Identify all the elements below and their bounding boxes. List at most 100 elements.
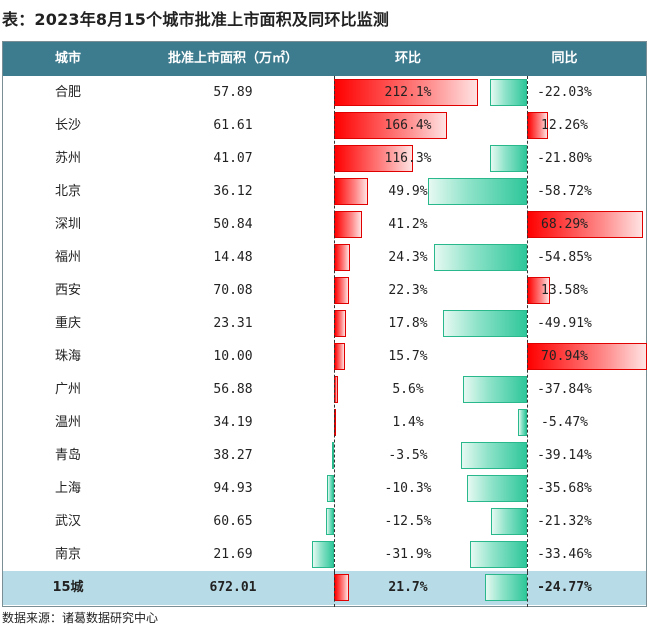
area-cell-value: 61.61 xyxy=(213,118,253,133)
header-city: 城市 xyxy=(54,51,81,66)
city-cell: 青岛 xyxy=(3,439,133,472)
yoy-cell: -21.80% xyxy=(483,142,646,175)
area-cell: 21.69 xyxy=(133,538,333,571)
yoy-cell: 13.58% xyxy=(483,274,646,307)
mom-cell: 15.7% xyxy=(333,340,483,373)
mom-cell-value: 212.1% xyxy=(384,85,432,100)
city-cell-value: 南京 xyxy=(54,547,81,562)
mom-cell: -3.5% xyxy=(333,439,483,472)
mom-cell: -31.9% xyxy=(333,538,483,571)
area-cell: 38.27 xyxy=(133,439,333,472)
yoy-bar xyxy=(470,541,527,568)
city-cell-value: 广州 xyxy=(54,382,81,397)
yoy-zero-axis-total xyxy=(527,572,528,607)
city-cell: 西安 xyxy=(3,274,133,307)
table-row: 苏州 41.07 116.3% -21.80% xyxy=(3,142,646,175)
header-area: 批准上市面积（万㎡） xyxy=(167,51,298,66)
mom-zero-axis xyxy=(334,76,335,572)
mom-bar xyxy=(327,475,334,502)
city-cell-value: 北京 xyxy=(54,184,81,199)
city-cell-value: 武汉 xyxy=(54,514,81,529)
table-row: 珠海 10.00 15.7% 70.94% xyxy=(3,340,647,373)
area-cell: 50.84 xyxy=(133,208,333,241)
area-cell-value: 34.19 xyxy=(213,415,253,430)
table-row: 广州 56.88 5.6% -37.84% xyxy=(3,373,646,406)
area-cell: 36.12 xyxy=(133,175,333,208)
total-row: 15城 672.01 21.7% -24.77% xyxy=(3,571,646,605)
area-cell-value: 60.65 xyxy=(213,514,253,529)
city-cell: 珠海 xyxy=(3,340,133,373)
area-cell: 672.01 xyxy=(133,571,333,604)
city-cell-value: 合肥 xyxy=(54,85,81,100)
area-cell: 60.65 xyxy=(133,505,333,538)
yoy-cell: -39.14% xyxy=(483,439,646,472)
area-cell: 41.07 xyxy=(133,142,333,175)
mom-cell: 1.4% xyxy=(333,406,483,439)
city-cell-value: 珠海 xyxy=(54,349,81,364)
city-cell: 深圳 xyxy=(3,208,133,241)
mom-cell: 22.3% xyxy=(333,274,483,307)
mom-cell: 166.4% xyxy=(333,109,483,142)
table-row: 北京 36.12 49.9% -58.72% xyxy=(3,175,646,208)
area-cell: 10.00 xyxy=(133,340,333,373)
city-cell: 长沙 xyxy=(3,109,133,142)
area-cell-value: 41.07 xyxy=(213,151,253,166)
yoy-cell: -22.03% xyxy=(483,76,646,109)
yoy-cell-value: -39.14% xyxy=(537,448,592,463)
mom-cell: 24.3% xyxy=(333,241,483,274)
yoy-cell: -49.91% xyxy=(483,307,646,340)
area-cell-value: 23.31 xyxy=(213,316,253,331)
yoy-cell: -54.85% xyxy=(483,241,646,274)
yoy-cell: -24.77% xyxy=(483,571,646,604)
table-title: 表：2023年8月15个城市批准上市面积及同环比监测 xyxy=(2,10,390,29)
yoy-cell-value: -33.46% xyxy=(537,547,592,562)
city-cell: 苏州 xyxy=(3,142,133,175)
area-cell: 94.93 xyxy=(133,472,333,505)
yoy-cell-value: -21.32% xyxy=(537,514,592,529)
mom-cell-value: 17.8% xyxy=(388,316,428,331)
yoy-bar xyxy=(427,178,527,205)
yoy-cell: 68.29% xyxy=(483,208,646,241)
yoy-cell-value: -35.68% xyxy=(537,481,592,496)
area-cell: 23.31 xyxy=(133,307,333,340)
header-mom: 环比 xyxy=(394,51,421,66)
city-cell: 合肥 xyxy=(3,76,133,109)
mom-cell-value: -12.5% xyxy=(384,514,432,529)
mom-cell-value: 24.3% xyxy=(388,250,428,265)
mom-cell: 17.8% xyxy=(333,307,483,340)
area-cell-value: 50.84 xyxy=(213,217,253,232)
city-cell: 上海 xyxy=(3,472,133,505)
mom-cell-value: -10.3% xyxy=(384,481,432,496)
yoy-bar xyxy=(462,376,527,403)
yoy-bar xyxy=(442,310,527,337)
yoy-cell-value: 13.58% xyxy=(541,283,588,298)
mom-cell-value: -3.5% xyxy=(388,448,428,463)
city-cell: 武汉 xyxy=(3,505,133,538)
yoy-zero-axis xyxy=(527,76,528,572)
yoy-cell-value: -22.03% xyxy=(537,85,592,100)
city-cell: 15城 xyxy=(3,571,133,604)
mom-bar xyxy=(334,145,413,172)
mom-cell-value: 22.3% xyxy=(388,283,428,298)
area-cell-value: 94.93 xyxy=(213,481,253,496)
yoy-cell-value: 70.94% xyxy=(541,349,588,364)
yoy-cell: -21.32% xyxy=(483,505,646,538)
city-cell-value: 重庆 xyxy=(54,316,81,331)
yoy-cell: -5.47% xyxy=(483,406,646,439)
mom-cell: 49.9% xyxy=(333,175,483,208)
city-cell: 广州 xyxy=(3,373,133,406)
yoy-cell-value: -54.85% xyxy=(537,250,592,265)
yoy-bar xyxy=(466,475,527,502)
mom-zero-axis-total xyxy=(334,572,335,607)
table-row: 南京 21.69 -31.9% -33.46% xyxy=(3,538,646,571)
yoy-bar xyxy=(527,211,643,238)
mom-cell: 212.1% xyxy=(333,76,483,109)
mom-bar xyxy=(312,541,334,568)
yoy-bar xyxy=(490,508,527,535)
yoy-bar xyxy=(485,574,527,601)
yoy-cell-value: -58.72% xyxy=(537,184,592,199)
yoy-cell-value: -21.80% xyxy=(537,151,592,166)
mom-cell: 5.6% xyxy=(333,373,483,406)
table-row: 深圳 50.84 41.2% 68.29% xyxy=(3,208,646,241)
yoy-cell-value: -24.77% xyxy=(537,580,592,595)
